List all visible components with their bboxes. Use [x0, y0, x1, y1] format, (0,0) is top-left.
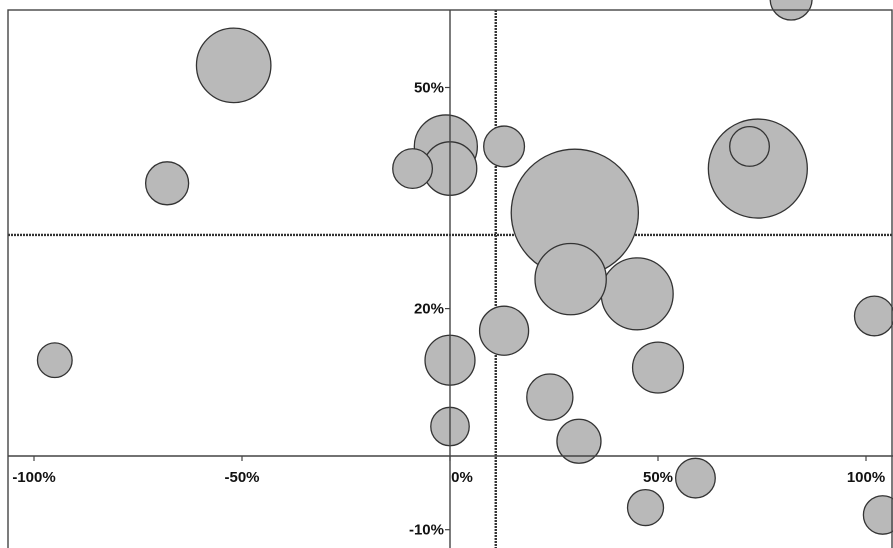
bubble-point: [483, 125, 526, 168]
y-tick-label: 50%: [414, 80, 444, 97]
bubble-point: [36, 342, 73, 379]
bubble-point: [478, 305, 530, 356]
x-tick-label: -50%: [224, 469, 259, 486]
bubble-point: [626, 488, 665, 527]
y-tick-label: -10%: [409, 522, 444, 539]
bubble-point: [600, 257, 674, 331]
x-tick-label: 0%: [451, 469, 473, 486]
bubble-point: [392, 148, 434, 190]
y-tick-label: 20%: [414, 301, 444, 318]
bubble-point: [556, 418, 602, 464]
axes: [7, 9, 893, 548]
bubble-point: [862, 495, 893, 535]
bubble-point: [534, 242, 607, 316]
bubbles: [36, 0, 893, 535]
bubble-point: [853, 295, 893, 337]
x-tick-label: 50%: [643, 469, 673, 486]
x-tick-label: 100%: [847, 469, 885, 486]
bubble-point: [195, 27, 272, 104]
bubble-point: [631, 341, 685, 394]
bubble-point: [144, 161, 190, 206]
bubble-point: [674, 457, 716, 499]
x-tick-label: -100%: [12, 469, 55, 486]
bubble-point: [526, 373, 574, 421]
bubble-point: [729, 125, 770, 167]
tick-labels: -100% -50% 0% 50% 100% -10% 20% 50%: [12, 80, 885, 539]
